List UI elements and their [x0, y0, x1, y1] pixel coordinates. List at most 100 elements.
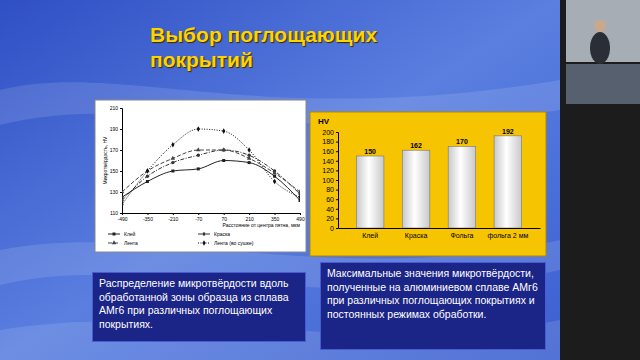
chart-background [95, 100, 306, 252]
video-sidebar [560, 0, 640, 360]
legend-entry: Краска [198, 231, 230, 237]
data-label: 192 [502, 128, 514, 135]
legend-label: Лента (во сушке) [214, 240, 254, 246]
x-axis: Клей Краска Фольга фольга 2 мм [339, 229, 541, 240]
legend-marker [202, 240, 205, 246]
tick-label: 100 [322, 177, 334, 184]
point [171, 156, 176, 160]
point [146, 168, 149, 174]
point [222, 159, 225, 162]
tick-label: 210 [110, 105, 119, 111]
tick: 160 [322, 148, 338, 155]
legend-entry: Лента (во сушке) [198, 240, 254, 246]
tick: -210 [168, 213, 178, 222]
data-label: 162 [410, 142, 422, 149]
plot-marks [356, 136, 521, 228]
tick: Клей [362, 232, 378, 239]
point [122, 189, 124, 193]
tick-label: 140 [322, 158, 334, 165]
tick-mark [336, 190, 338, 191]
tick-label: 20 [326, 215, 334, 222]
slide-title: Выбор поглощающих покрытий [150, 22, 420, 72]
tick-mark [120, 129, 122, 130]
tick-label: 200 [322, 129, 334, 136]
tick-label: 210 [245, 216, 254, 222]
chart-background [310, 112, 546, 256]
y-axis: 110 130 150 170 190 210 [110, 105, 123, 216]
tick-label: 180 [322, 138, 334, 145]
bar [356, 156, 384, 228]
point [146, 180, 149, 183]
tick: 210 [245, 213, 254, 222]
x-axis: -490-350-210-7070210350490 [117, 213, 304, 222]
tick-label: Краска [405, 232, 428, 240]
y-axis-title: HV [318, 117, 330, 126]
tick-mark [336, 142, 338, 143]
legend-marker [112, 240, 117, 244]
tick-label: Фольга [450, 232, 473, 239]
tick-mark [120, 150, 122, 151]
tick: 180 [322, 138, 338, 145]
tick-label: 70 [221, 216, 227, 222]
tick: 40 [326, 206, 338, 213]
tick: 20 [326, 215, 338, 222]
tick-mark [120, 171, 122, 172]
point [248, 147, 251, 153]
tick-label: -490 [117, 216, 127, 222]
tick-mark [336, 151, 338, 152]
tick: 110 [110, 210, 122, 216]
tick-mark [120, 213, 122, 214]
tick-mark [336, 180, 338, 181]
legend-entry: Клей [108, 231, 136, 237]
tick-mark [336, 228, 338, 229]
tick: 60 [326, 196, 338, 203]
tick: -70 [195, 213, 202, 222]
tick: 70 [221, 213, 227, 222]
legend-marker [113, 233, 116, 236]
tick: Фольга [450, 232, 473, 239]
tick-label: 0 [330, 225, 334, 232]
tick-label: -350 [143, 216, 153, 222]
point [196, 147, 201, 151]
tick: 100 [322, 177, 338, 184]
tick-label: 350 [271, 216, 280, 222]
series-line [122, 150, 300, 200]
axis-line [339, 228, 541, 229]
caption: Распределение микротвёрдости вдоль обраб… [92, 272, 306, 342]
tick-mark [120, 108, 122, 109]
tick-label: 110 [110, 210, 118, 216]
point [171, 161, 174, 164]
tick: Краска [405, 232, 428, 240]
tick: 130 [110, 189, 122, 195]
bar [448, 146, 476, 228]
point [273, 175, 276, 178]
point [171, 142, 174, 148]
tick-label: фольга 2 мм [487, 232, 528, 240]
point [197, 126, 200, 132]
point [247, 156, 252, 160]
series-line [122, 150, 300, 192]
tick-label: 60 [326, 196, 334, 203]
tick-mark [120, 192, 122, 193]
tick-label: 40 [326, 206, 334, 213]
tick-label: 150 [110, 168, 119, 174]
tick: 150 [110, 168, 122, 174]
tick: 210 [110, 105, 122, 111]
legend-entry: Лента [108, 240, 138, 246]
tick-label: 170 [110, 147, 119, 153]
point [197, 167, 200, 170]
bar [402, 150, 430, 228]
point [171, 170, 174, 173]
tick-label: 120 [322, 167, 334, 174]
point [197, 154, 200, 157]
tick: 200 [322, 129, 338, 136]
tick: -350 [143, 213, 153, 222]
tick-label: -70 [195, 216, 202, 222]
caption: Максимальные значения микротвёрдости, по… [320, 262, 546, 350]
room-view [566, 64, 640, 104]
axis-line [120, 109, 123, 214]
tick-label: 130 [110, 189, 119, 195]
tick: 190 [110, 126, 122, 132]
presenter-head [594, 20, 606, 32]
point [221, 147, 226, 151]
